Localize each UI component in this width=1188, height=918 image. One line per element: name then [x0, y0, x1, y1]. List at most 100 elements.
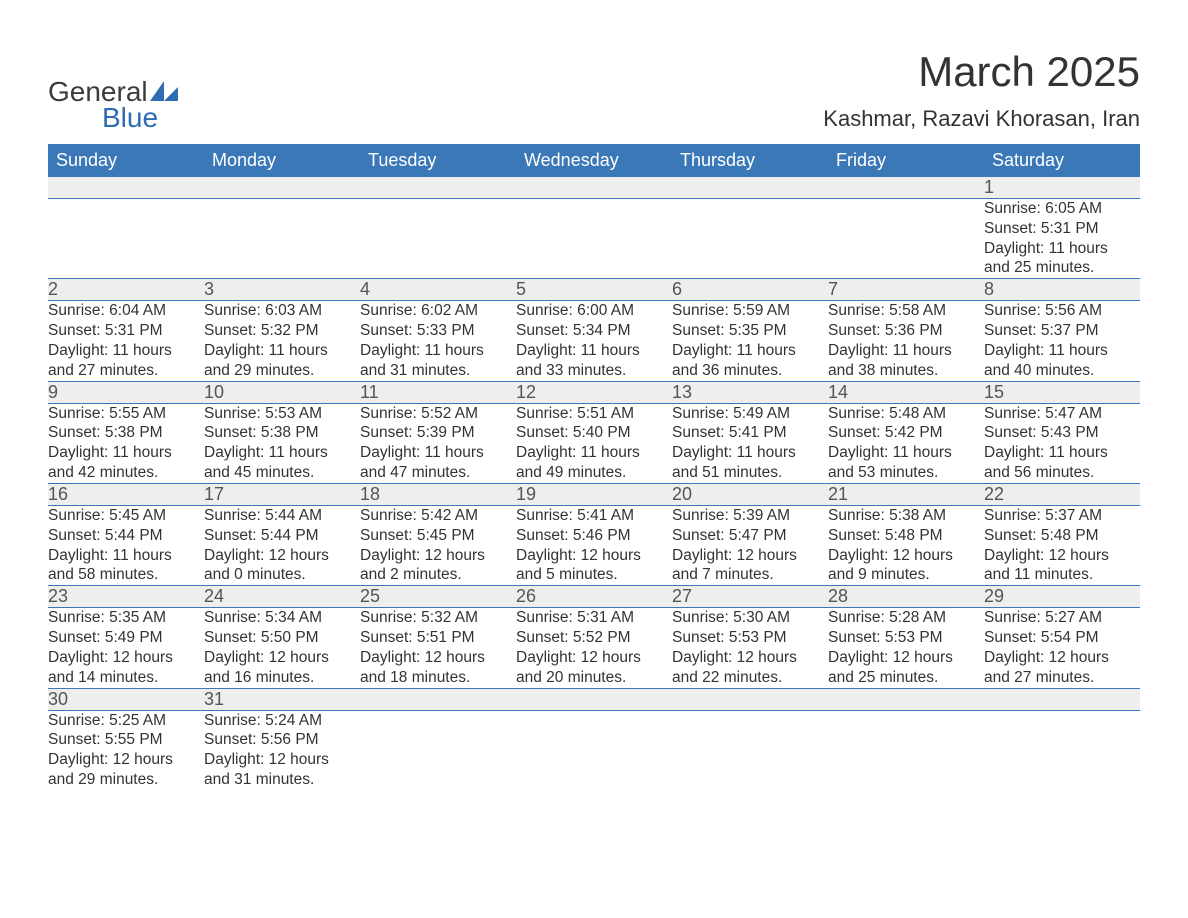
- daylight-text-1: Daylight: 12 hours: [672, 648, 828, 668]
- daylight-text-1: Daylight: 12 hours: [360, 648, 516, 668]
- sunrise-text: Sunrise: 5:38 AM: [828, 506, 984, 526]
- sunset-text: Sunset: 5:31 PM: [48, 321, 204, 341]
- day-detail-cell: Sunrise: 5:31 AMSunset: 5:52 PMDaylight:…: [516, 608, 672, 688]
- daynum-row: 23242526272829: [48, 586, 1140, 608]
- sunset-text: Sunset: 5:49 PM: [48, 628, 204, 648]
- daylight-text-2: and 9 minutes.: [828, 565, 984, 585]
- daylight-text-1: Daylight: 11 hours: [828, 443, 984, 463]
- sunrise-text: Sunrise: 5:41 AM: [516, 506, 672, 526]
- daylight-text-1: Daylight: 11 hours: [516, 341, 672, 361]
- sunrise-text: Sunrise: 5:42 AM: [360, 506, 516, 526]
- day-number-cell: 2: [48, 279, 204, 301]
- weekday-header-row: Sunday Monday Tuesday Wednesday Thursday…: [48, 144, 1140, 177]
- sunset-text: Sunset: 5:54 PM: [984, 628, 1140, 648]
- weekday-header: Monday: [204, 144, 360, 177]
- daylight-text-1: Daylight: 11 hours: [672, 443, 828, 463]
- daylight-text-1: Daylight: 11 hours: [360, 443, 516, 463]
- sunrise-text: Sunrise: 6:02 AM: [360, 301, 516, 321]
- sunset-text: Sunset: 5:33 PM: [360, 321, 516, 341]
- daylight-text-1: Daylight: 11 hours: [48, 443, 204, 463]
- day-detail-cell: [516, 199, 672, 279]
- sunset-text: Sunset: 5:55 PM: [48, 730, 204, 750]
- daylight-text-2: and 27 minutes.: [48, 361, 204, 381]
- daylight-text-1: Daylight: 12 hours: [48, 750, 204, 770]
- brand-line2: Blue: [102, 104, 178, 132]
- detail-row: Sunrise: 6:05 AMSunset: 5:31 PMDaylight:…: [48, 199, 1140, 279]
- day-number-cell: [360, 688, 516, 710]
- sunset-text: Sunset: 5:35 PM: [672, 321, 828, 341]
- day-detail-cell: Sunrise: 6:02 AMSunset: 5:33 PMDaylight:…: [360, 301, 516, 381]
- sunrise-text: Sunrise: 5:28 AM: [828, 608, 984, 628]
- daylight-text-1: Daylight: 12 hours: [672, 546, 828, 566]
- sunrise-text: Sunrise: 5:45 AM: [48, 506, 204, 526]
- weekday-header: Wednesday: [516, 144, 672, 177]
- sunrise-text: Sunrise: 5:47 AM: [984, 404, 1140, 424]
- daylight-text-2: and 11 minutes.: [984, 565, 1140, 585]
- sunrise-text: Sunrise: 5:51 AM: [516, 404, 672, 424]
- day-number-cell: [204, 177, 360, 199]
- daylight-text-2: and 16 minutes.: [204, 668, 360, 688]
- sunset-text: Sunset: 5:45 PM: [360, 526, 516, 546]
- daylight-text-2: and 29 minutes.: [48, 770, 204, 790]
- day-number-cell: 15: [984, 381, 1140, 403]
- weekday-header: Friday: [828, 144, 984, 177]
- daynum-row: 1: [48, 177, 1140, 199]
- day-detail-cell: Sunrise: 5:44 AMSunset: 5:44 PMDaylight:…: [204, 505, 360, 585]
- day-detail-cell: Sunrise: 5:25 AMSunset: 5:55 PMDaylight:…: [48, 710, 204, 790]
- day-number-cell: 27: [672, 586, 828, 608]
- sunset-text: Sunset: 5:39 PM: [360, 423, 516, 443]
- daylight-text-2: and 56 minutes.: [984, 463, 1140, 483]
- daylight-text-2: and 38 minutes.: [828, 361, 984, 381]
- day-number-cell: 30: [48, 688, 204, 710]
- daylight-text-1: Daylight: 11 hours: [672, 341, 828, 361]
- sunrise-text: Sunrise: 5:35 AM: [48, 608, 204, 628]
- sunrise-text: Sunrise: 6:05 AM: [984, 199, 1140, 219]
- daylight-text-2: and 18 minutes.: [360, 668, 516, 688]
- day-detail-cell: Sunrise: 6:04 AMSunset: 5:31 PMDaylight:…: [48, 301, 204, 381]
- daylight-text-1: Daylight: 12 hours: [204, 648, 360, 668]
- day-detail-cell: [828, 710, 984, 790]
- daylight-text-1: Daylight: 12 hours: [204, 546, 360, 566]
- sunrise-text: Sunrise: 5:56 AM: [984, 301, 1140, 321]
- weekday-header: Saturday: [984, 144, 1140, 177]
- brand-logo: General Blue: [48, 78, 178, 132]
- daylight-text-1: Daylight: 12 hours: [828, 648, 984, 668]
- sunrise-text: Sunrise: 5:58 AM: [828, 301, 984, 321]
- daylight-text-1: Daylight: 12 hours: [360, 546, 516, 566]
- sunrise-text: Sunrise: 5:31 AM: [516, 608, 672, 628]
- day-detail-cell: [516, 710, 672, 790]
- daylight-text-1: Daylight: 11 hours: [828, 341, 984, 361]
- sunrise-text: Sunrise: 6:03 AM: [204, 301, 360, 321]
- day-number-cell: 6: [672, 279, 828, 301]
- daylight-text-2: and 40 minutes.: [984, 361, 1140, 381]
- day-detail-cell: Sunrise: 5:49 AMSunset: 5:41 PMDaylight:…: [672, 403, 828, 483]
- day-number-cell: [516, 688, 672, 710]
- calendar-body: 1Sunrise: 6:05 AMSunset: 5:31 PMDaylight…: [48, 177, 1140, 790]
- daylight-text-2: and 49 minutes.: [516, 463, 672, 483]
- brand-text: General Blue: [48, 78, 178, 132]
- weekday-header: Sunday: [48, 144, 204, 177]
- sunset-text: Sunset: 5:51 PM: [360, 628, 516, 648]
- sunrise-text: Sunrise: 5:52 AM: [360, 404, 516, 424]
- sunrise-text: Sunrise: 5:30 AM: [672, 608, 828, 628]
- weekday-header: Tuesday: [360, 144, 516, 177]
- daylight-text-1: Daylight: 11 hours: [516, 443, 672, 463]
- daylight-text-1: Daylight: 12 hours: [984, 648, 1140, 668]
- day-detail-cell: Sunrise: 5:52 AMSunset: 5:39 PMDaylight:…: [360, 403, 516, 483]
- daylight-text-2: and 14 minutes.: [48, 668, 204, 688]
- day-detail-cell: Sunrise: 5:38 AMSunset: 5:48 PMDaylight:…: [828, 505, 984, 585]
- day-detail-cell: Sunrise: 6:03 AMSunset: 5:32 PMDaylight:…: [204, 301, 360, 381]
- day-number-cell: 13: [672, 381, 828, 403]
- sunset-text: Sunset: 5:38 PM: [204, 423, 360, 443]
- day-number-cell: 11: [360, 381, 516, 403]
- sunrise-text: Sunrise: 5:44 AM: [204, 506, 360, 526]
- day-detail-cell: [360, 710, 516, 790]
- day-detail-cell: [48, 199, 204, 279]
- sunrise-text: Sunrise: 5:53 AM: [204, 404, 360, 424]
- daylight-text-2: and 45 minutes.: [204, 463, 360, 483]
- daynum-row: 9101112131415: [48, 381, 1140, 403]
- daylight-text-2: and 33 minutes.: [516, 361, 672, 381]
- detail-row: Sunrise: 6:04 AMSunset: 5:31 PMDaylight:…: [48, 301, 1140, 381]
- day-number-cell: 24: [204, 586, 360, 608]
- day-number-cell: 22: [984, 483, 1140, 505]
